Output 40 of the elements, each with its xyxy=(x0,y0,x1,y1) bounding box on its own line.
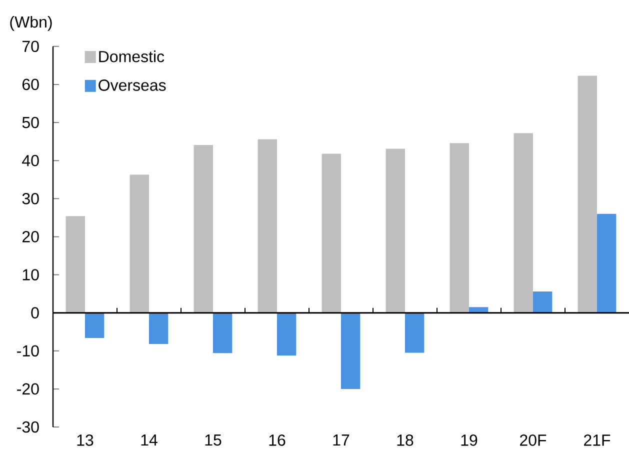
bar xyxy=(194,144,213,313)
legend-label: Overseas xyxy=(98,80,166,91)
bar xyxy=(130,174,149,313)
x-tick-label: 16 xyxy=(269,434,286,446)
y-tick-label: 30 xyxy=(22,192,39,204)
bar xyxy=(386,148,405,313)
legend-label: Domestic xyxy=(99,50,164,62)
y-tick-label: -10 xyxy=(17,345,39,357)
x-tick-label: 13 xyxy=(77,434,94,446)
bar xyxy=(578,76,598,313)
x-tick-label: 18 xyxy=(397,434,414,446)
x-tick-label: 15 xyxy=(205,434,222,446)
y-tick-label: 20 xyxy=(22,231,39,242)
x-tick-label: 21F xyxy=(584,434,610,446)
bar xyxy=(533,292,552,313)
x-tick-label: 17 xyxy=(333,434,350,446)
x-tick-label: 20F xyxy=(520,434,546,446)
bar xyxy=(341,312,360,389)
y-tick-label: 0 xyxy=(31,307,39,318)
y-tick-label: -30 xyxy=(17,421,39,433)
bar xyxy=(149,312,168,344)
x-tick-label: 19 xyxy=(461,434,478,446)
bar xyxy=(597,214,616,313)
y-axis-title: (Wbn) xyxy=(10,16,52,31)
bar xyxy=(258,139,277,313)
bar xyxy=(450,143,470,313)
bar xyxy=(322,154,341,313)
bar xyxy=(277,312,296,356)
bar xyxy=(405,312,424,353)
y-tick-label: 10 xyxy=(22,269,39,280)
y-tick-label: 60 xyxy=(22,78,39,90)
bar xyxy=(514,133,534,313)
y-tick-label: -20 xyxy=(17,383,39,395)
bar xyxy=(213,312,232,354)
bar xyxy=(85,312,104,338)
bar xyxy=(66,216,85,313)
y-tick-label: 40 xyxy=(22,154,39,166)
y-tick-label: 50 xyxy=(22,116,39,128)
x-tick-label: 14 xyxy=(141,434,158,446)
y-tick-label: 70 xyxy=(22,40,39,52)
